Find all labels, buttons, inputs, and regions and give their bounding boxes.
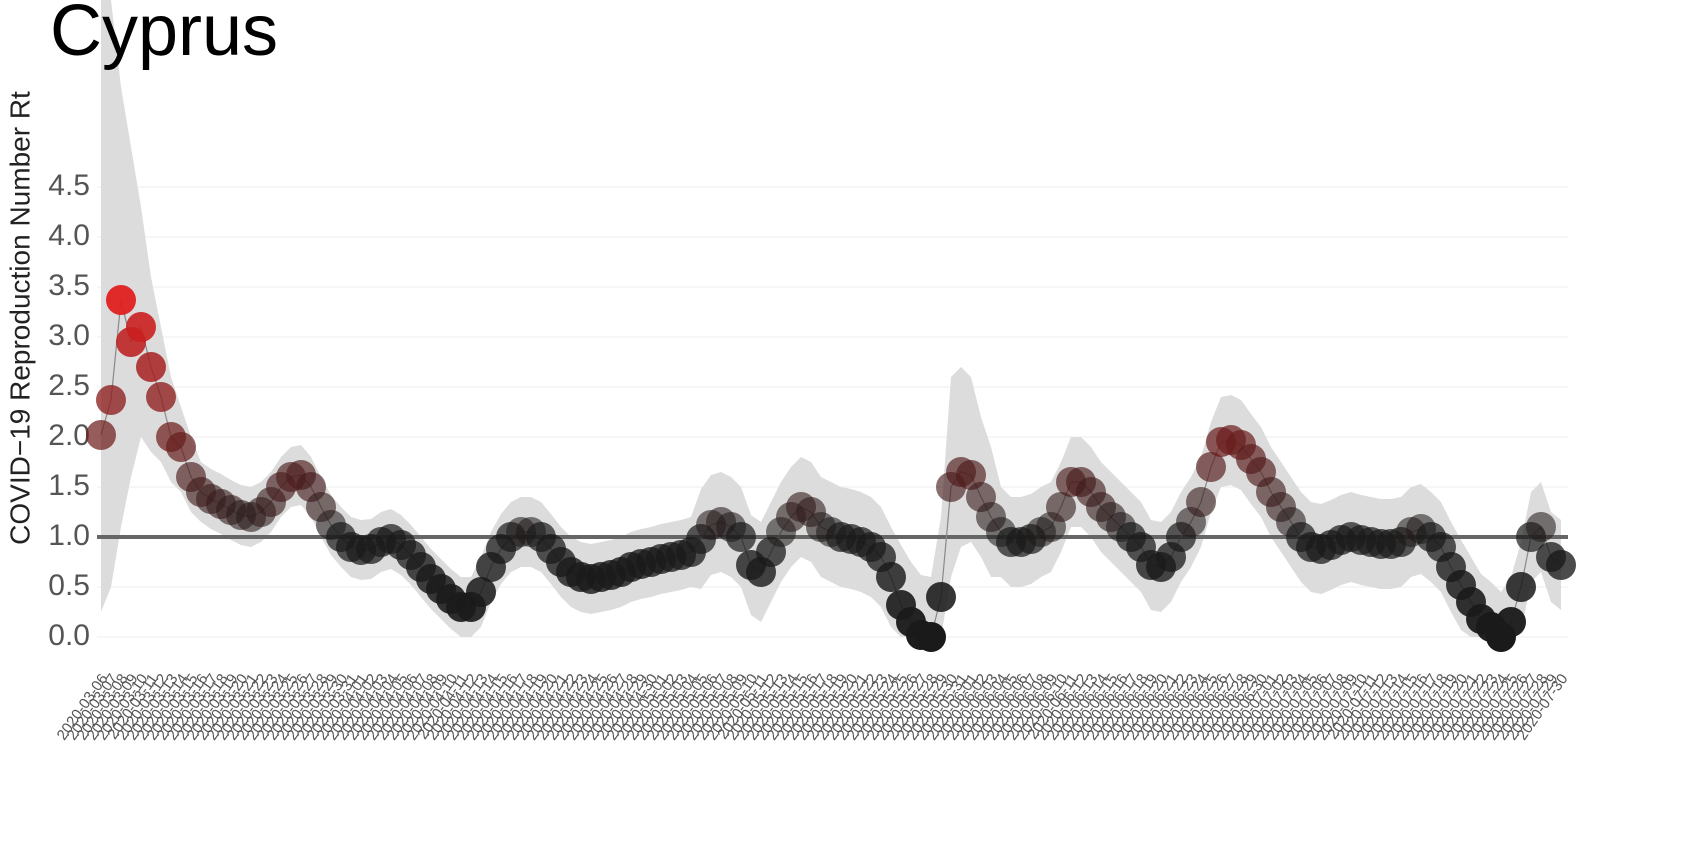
rt-point xyxy=(166,432,196,462)
rt-point xyxy=(1526,512,1556,542)
y-axis-label: COVID−19 Reproduction Number Rt xyxy=(4,91,35,545)
y-tick-label: 0.5 xyxy=(48,569,90,602)
y-tick-label: 1.5 xyxy=(48,469,90,502)
rt-point xyxy=(136,352,166,382)
rt-point xyxy=(876,562,906,592)
rt-point xyxy=(146,382,176,412)
y-tick-label: 3.0 xyxy=(48,319,90,352)
y-tick-label: 2.5 xyxy=(48,369,90,402)
rt-point xyxy=(96,385,126,415)
rt-point xyxy=(1546,550,1576,580)
y-tick-label: 3.5 xyxy=(48,269,90,302)
rt-point xyxy=(926,582,956,612)
y-tick-label: 4.5 xyxy=(48,169,90,202)
y-tick-label: 0.0 xyxy=(48,619,90,652)
rt-point xyxy=(106,285,136,315)
rt-point xyxy=(1196,452,1226,482)
uncertainty-band xyxy=(101,0,1561,637)
rt-point xyxy=(1496,607,1526,637)
rt-point xyxy=(1046,492,1076,522)
y-tick-label: 1.0 xyxy=(48,519,90,552)
rt-point xyxy=(86,420,116,450)
rt-point xyxy=(466,577,496,607)
y-tick-label: 4.0 xyxy=(48,219,90,252)
rt-point xyxy=(1186,487,1216,517)
rt-point xyxy=(916,622,946,652)
rt-point xyxy=(126,312,156,342)
y-tick-label: 2.0 xyxy=(48,419,90,452)
plot-area: 0.0 0.5 1.0 1.5 2.0 2.5 3.0 3.5 4.0 4.5 xyxy=(48,0,1576,652)
chart-title: Cyprus xyxy=(50,0,278,71)
rt-point xyxy=(726,522,756,552)
rt-point xyxy=(1506,572,1536,602)
